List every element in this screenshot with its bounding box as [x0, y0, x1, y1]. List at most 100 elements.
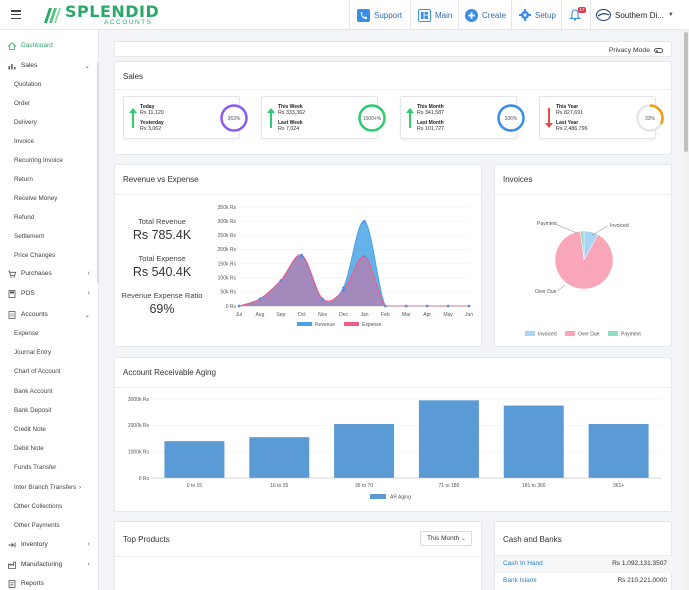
x-tick-label: Mar — [402, 312, 411, 318]
x-tick-label: 361+ — [613, 483, 624, 489]
invoices-card: Invoices Payment Invoiced Over Due Invoiced… — [494, 164, 672, 347]
sidebar-item-inventory[interactable]: Inventory ‹ — [0, 535, 99, 554]
x-tick-label: Dec — [339, 312, 348, 318]
data-point[interactable] — [342, 286, 345, 289]
bar-chart-icon — [8, 63, 16, 69]
data-point[interactable] — [321, 297, 324, 301]
y-tick-label: 250k Rs — [218, 233, 237, 239]
bar[interactable] — [249, 437, 310, 478]
sidebar-subitem[interactable]: Journal Entry — [14, 349, 52, 357]
sidebar-label: Dashboard — [21, 42, 53, 49]
sidebar-subitem[interactable]: Price Changes — [14, 252, 56, 259]
data-point[interactable] — [363, 255, 366, 258]
sidebar-subitem[interactable]: Expense — [14, 330, 39, 337]
chevron-down-icon: ⌄ — [460, 536, 466, 542]
sidebar-subitem[interactable]: Order — [14, 100, 31, 107]
cash-row[interactable]: Cash In Hand Rs 1,092,131.3507 — [495, 556, 673, 573]
sidebar-subitem[interactable]: Recurring Invoice — [14, 157, 63, 164]
create-button[interactable]: Create — [465, 0, 506, 30]
sidebar-item-dashboard[interactable]: Dashboard — [0, 36, 99, 55]
data-point[interactable] — [363, 219, 366, 223]
notifications-button[interactable] — [569, 0, 581, 30]
period-dropdown[interactable]: This Month ⌄ — [420, 531, 472, 546]
page-scrollbar-track[interactable] — [683, 30, 689, 590]
chevron-down-icon: ⌄ — [84, 62, 90, 70]
period-label: Today — [140, 104, 155, 110]
privacy-mode-toggle[interactable]: Privacy Mode — [609, 47, 663, 54]
bar[interactable] — [588, 424, 649, 478]
y-tick-label: 0 Rs — [226, 304, 237, 310]
sidebar-subitem[interactable]: Refund — [14, 214, 35, 221]
y-tick-label: 0 Rs — [139, 476, 150, 482]
pie-slice[interactable] — [580, 230, 585, 261]
sidebar-label: Manufacturing — [21, 561, 63, 568]
sidebar-subitem[interactable]: Other Payments — [14, 522, 60, 529]
data-point[interactable] — [258, 297, 262, 301]
sidebar-subitem[interactable]: Credit Note — [14, 426, 46, 433]
chevron-left-icon: ‹ — [87, 561, 90, 568]
x-tick-label: Jan — [360, 312, 368, 318]
support-button[interactable]: Support — [357, 0, 402, 30]
total-revenue: Total Revenue Rs 785.4K — [112, 217, 212, 242]
sales-stat-card: This Month Rs 341,587 Last Month Rs 101,727… — [400, 96, 525, 139]
x-tick-label: 0 to 15 — [187, 483, 203, 489]
pie-slice[interactable] — [554, 230, 614, 290]
sidebar-subitem[interactable]: Return — [14, 176, 33, 183]
nav-divider — [590, 0, 591, 30]
sidebar-subitem[interactable]: Debit Note — [14, 445, 44, 453]
period-value: Rs 341,587 — [417, 110, 445, 116]
x-tick-label: Nov — [318, 312, 327, 318]
hamburger-menu-icon[interactable] — [11, 10, 21, 20]
legend-label: Payment — [621, 332, 641, 338]
sidebar-subitem[interactable]: Bank Deposit — [14, 406, 52, 414]
ar-aging-card: Account Receivable Aging 0 Rs 1000k Rs 200… — [114, 357, 672, 512]
sidebar-item-purchases[interactable]: Purchases ‹ — [0, 264, 99, 283]
data-point[interactable] — [279, 279, 283, 282]
progress-ring: 363% — [220, 104, 248, 132]
y-tick-label: 300k Rs — [218, 219, 237, 225]
bar[interactable] — [503, 405, 564, 478]
bar[interactable] — [164, 441, 225, 478]
sidebar-subitem[interactable]: Settlement — [14, 233, 45, 240]
sidebar-item-reports[interactable]: Reports — [0, 574, 99, 590]
bar[interactable] — [334, 424, 395, 478]
slice-label: Invoiced — [610, 223, 629, 229]
page-scrollbar-thumb[interactable] — [684, 32, 688, 152]
total-revenue-label: Total Revenue — [138, 217, 186, 226]
sidebar-label: Purchases — [21, 270, 52, 277]
sidebar-subitem[interactable]: Receive Money — [14, 195, 58, 202]
previous-period-value: Rs 101,727 — [417, 126, 445, 132]
data-point[interactable] — [342, 289, 345, 292]
setup-button[interactable]: Setup — [518, 0, 556, 30]
main-button[interactable]: Main — [418, 0, 452, 30]
sidebar-item-pos[interactable]: POS ‹ — [0, 284, 99, 303]
data-point[interactable] — [300, 253, 304, 257]
sidebar-subitem[interactable]: Other Collections — [14, 502, 63, 510]
sidebar-item-manufacturing[interactable]: Manufacturing ‹ — [0, 555, 99, 574]
company-selector[interactable]: Southern Di... ▼ — [596, 0, 674, 30]
ratio-value: 69% — [149, 302, 175, 316]
sidebar-subitem[interactable]: Chart of Account — [14, 368, 61, 376]
sidebar-subitem[interactable]: Bank Account — [14, 387, 53, 395]
sidebar-subitem[interactable]: Delivery — [14, 119, 37, 126]
logo-subtext: ACCOUNTS — [104, 19, 153, 26]
sidebar-item-sales[interactable]: Sales ⌄ — [0, 56, 99, 75]
chevron-left-icon: ‹ — [87, 270, 90, 277]
sidebar-scrollbar[interactable] — [97, 63, 99, 283]
sidebar-item-accounts[interactable]: Accounts ⌄ — [0, 305, 99, 324]
total-revenue-value: Rs 785.4K — [132, 228, 192, 242]
divider — [115, 89, 671, 90]
sidebar-subitem[interactable]: Invoice — [14, 138, 34, 145]
previous-period-label: Yesterday — [140, 120, 164, 126]
legend-swatch — [297, 322, 312, 326]
progress-ring: 336% — [497, 104, 525, 132]
bar[interactable] — [418, 400, 479, 478]
x-tick-label: Oct — [298, 312, 306, 318]
sidebar-subitem[interactable]: Quotation — [14, 81, 42, 88]
cash-row[interactable]: Bank Islami Rs 210,221.0000 — [495, 573, 673, 590]
cash-banks-title: Cash and Banks — [503, 535, 562, 544]
sidebar-subitem[interactable]: Inter Branch Transfers — [14, 483, 77, 491]
logo-leaf-icon — [44, 8, 61, 23]
x-tick-label: May — [443, 312, 453, 318]
sidebar-subitem[interactable]: Funds Transfer — [14, 464, 57, 472]
